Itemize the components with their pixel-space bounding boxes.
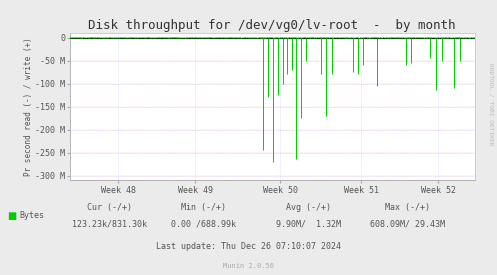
Text: 608.09M/ 29.43M: 608.09M/ 29.43M	[370, 220, 445, 229]
Text: ■: ■	[7, 211, 17, 221]
Text: Max (-/+): Max (-/+)	[385, 203, 430, 212]
Text: Cur (-/+): Cur (-/+)	[87, 203, 132, 212]
Text: RRDTOOL / TOBI OETIKER: RRDTOOL / TOBI OETIKER	[489, 63, 494, 146]
Text: Bytes: Bytes	[19, 211, 44, 220]
Text: Min (-/+): Min (-/+)	[181, 203, 226, 212]
Text: 123.23k/831.30k: 123.23k/831.30k	[72, 220, 147, 229]
Text: 0.00 /688.99k: 0.00 /688.99k	[171, 220, 236, 229]
Title: Disk throughput for /dev/vg0/lv-root  -  by month: Disk throughput for /dev/vg0/lv-root - b…	[88, 19, 456, 32]
Y-axis label: Pr second read (-) / write (+): Pr second read (-) / write (+)	[24, 37, 33, 176]
Text: Munin 2.0.56: Munin 2.0.56	[223, 263, 274, 269]
Text: Avg (-/+): Avg (-/+)	[286, 203, 331, 212]
Text: Last update: Thu Dec 26 07:10:07 2024: Last update: Thu Dec 26 07:10:07 2024	[156, 242, 341, 251]
Text: 9.90M/  1.32M: 9.90M/ 1.32M	[276, 220, 340, 229]
